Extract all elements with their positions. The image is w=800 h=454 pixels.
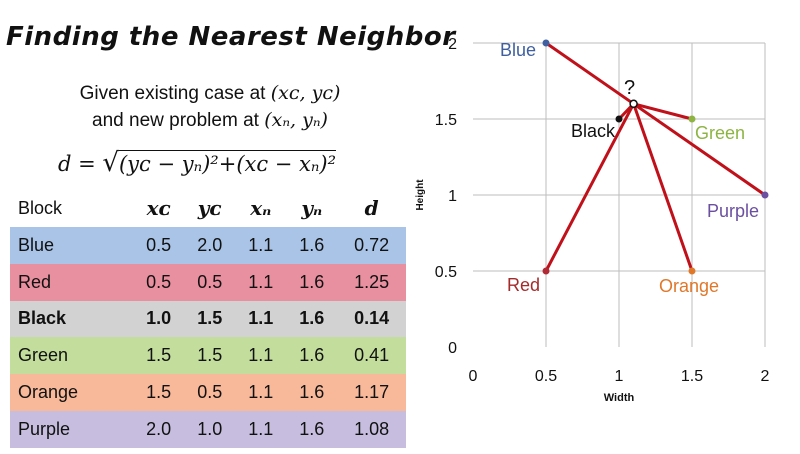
given-line-1-math: (xᴄ, yᴄ) bbox=[270, 82, 341, 104]
header-yn: yₙ bbox=[301, 196, 323, 221]
point-orange bbox=[688, 267, 696, 275]
cell-block: Green bbox=[18, 345, 69, 366]
cell-xn: 1.1 bbox=[248, 271, 274, 292]
table-row: Blue 0.5 2.0 1.1 1.6 0.72 bbox=[10, 226, 406, 264]
point-label-black: Black bbox=[571, 121, 616, 141]
cell-xn: 1.1 bbox=[248, 234, 274, 255]
slide-title: Finding the Nearest Neighbor bbox=[6, 22, 456, 52]
cell-xc: 1.5 bbox=[146, 382, 172, 403]
point-label-blue: Blue bbox=[500, 40, 536, 60]
cell-d: 1.17 bbox=[354, 382, 390, 403]
connector-line-blue bbox=[545, 41, 635, 106]
cell-xc: 0.5 bbox=[146, 234, 172, 255]
x-tick-label: 1 bbox=[615, 368, 624, 385]
point-green bbox=[688, 115, 696, 123]
table-header-row: Block xᴄ yᴄ xₙ yₙ d bbox=[10, 190, 406, 227]
cell-block: Orange bbox=[18, 382, 79, 403]
cell-yc: 1.5 bbox=[197, 308, 223, 329]
cell-xn: 1.1 bbox=[248, 308, 274, 329]
cell-yc: 1.0 bbox=[197, 419, 223, 440]
table-row: Orange 1.5 0.5 1.1 1.6 1.17 bbox=[10, 374, 406, 412]
given-line-2-math: (xₙ, yₙ) bbox=[264, 109, 328, 131]
cell-xn: 1.1 bbox=[248, 419, 274, 440]
y-tick-label: 2 bbox=[448, 36, 457, 53]
header-block: Block bbox=[18, 197, 63, 218]
table-row: Red 0.5 0.5 1.1 1.6 1.25 bbox=[10, 263, 406, 301]
y-tick-label: 0 bbox=[448, 340, 457, 357]
point-label-green: Green bbox=[695, 123, 745, 143]
given-line-1: Given existing case at (xᴄ, yᴄ) bbox=[40, 80, 380, 107]
connector-line-orange bbox=[632, 103, 694, 272]
y-tick-label: 1.5 bbox=[435, 112, 457, 129]
cell-xc: 1.5 bbox=[146, 345, 172, 366]
point-blue bbox=[542, 39, 550, 47]
cell-block: Red bbox=[18, 271, 52, 292]
x-tick-label: 0.5 bbox=[535, 368, 557, 385]
header-xc: xᴄ bbox=[146, 196, 171, 221]
cell-d: 1.25 bbox=[354, 271, 390, 292]
cell-xn: 1.1 bbox=[248, 382, 274, 403]
cell-d: 0.41 bbox=[354, 345, 390, 366]
connector-line-green bbox=[633, 102, 693, 121]
point-label-purple: Purple bbox=[707, 201, 759, 221]
cell-yn: 1.6 bbox=[299, 234, 325, 255]
cell-yn: 1.6 bbox=[299, 345, 325, 366]
table-row: Purple 2.0 1.0 1.1 1.6 1.08 bbox=[10, 411, 406, 448]
header-xn: xₙ bbox=[250, 196, 272, 221]
header-d: d bbox=[364, 196, 379, 221]
point-red bbox=[542, 267, 550, 275]
cell-xc: 2.0 bbox=[146, 419, 172, 440]
cell-xc: 1.0 bbox=[146, 308, 172, 329]
formula-lhs: d = bbox=[58, 152, 103, 176]
given-line-2-text: and new problem at bbox=[92, 110, 265, 131]
given-text: Given existing case at (xᴄ, yᴄ) and new … bbox=[40, 80, 380, 134]
cell-xn: 1.1 bbox=[248, 345, 274, 366]
table-row: Green 1.5 1.5 1.1 1.6 0.41 bbox=[10, 337, 406, 375]
cell-block: Purple bbox=[18, 419, 71, 440]
point-purple bbox=[761, 191, 769, 199]
y-tick-label: 0.5 bbox=[435, 264, 457, 281]
point-label-orange: Orange bbox=[659, 276, 719, 296]
cell-yn: 1.6 bbox=[299, 419, 325, 440]
connector-line-purple bbox=[632, 102, 766, 197]
query-label: ? bbox=[624, 77, 635, 99]
x-axis-label: Width bbox=[604, 392, 635, 404]
given-line-2: and new problem at (xₙ, yₙ) bbox=[40, 107, 380, 134]
cell-d: 0.72 bbox=[354, 234, 390, 255]
given-line-1-text: Given existing case at bbox=[79, 83, 271, 104]
x-tick-label: 1.5 bbox=[681, 368, 703, 385]
distance-table-container: Block xᴄ yᴄ xₙ yₙ d Blue 0.5 2.0 1.1 1.6 0.72… bbox=[10, 190, 406, 448]
connector-line-red bbox=[544, 103, 635, 272]
x-tick-label: 0 bbox=[469, 368, 478, 385]
x-tick-label: 2 bbox=[761, 368, 770, 385]
cell-yc: 2.0 bbox=[197, 234, 223, 255]
cell-block: Blue bbox=[18, 234, 55, 255]
sqrt-symbol: √ bbox=[102, 148, 119, 178]
cell-yc: 1.5 bbox=[197, 345, 223, 366]
distance-table: Block xᴄ yᴄ xₙ yₙ d Blue 0.5 2.0 1.1 1.6 0.72… bbox=[10, 190, 406, 448]
header-yc: yᴄ bbox=[197, 196, 222, 221]
nearest-neighbor-chart: 0 0.5 1 1.5 2 0 0.5 1 1.5 2 Width Height? Blue Black G… bbox=[415, 36, 770, 404]
table-row: Black 1.0 1.5 1.1 1.6 0.14 bbox=[10, 300, 406, 338]
point-label-red: Red bbox=[507, 275, 540, 295]
table-body: Blue 0.5 2.0 1.1 1.6 0.72 Red 0.5 0.5 1.1 1.6 1.25 B… bbox=[10, 226, 406, 448]
query-point bbox=[629, 99, 638, 109]
cell-yn: 1.6 bbox=[299, 308, 325, 329]
y-axis-label: Height bbox=[415, 179, 426, 211]
formula-radicand: (yᴄ − yₙ)²+(xᴄ − xₙ)² bbox=[118, 150, 337, 176]
cell-yc: 0.5 bbox=[197, 271, 223, 292]
cell-xc: 0.5 bbox=[146, 271, 172, 292]
cell-yn: 1.6 bbox=[299, 382, 325, 403]
cell-d: 1.08 bbox=[354, 419, 390, 440]
cell-yn: 1.6 bbox=[299, 271, 325, 292]
distance-formula: d = √(yᴄ − yₙ)²+(xᴄ − xₙ)² bbox=[58, 148, 378, 178]
cell-d: 0.14 bbox=[354, 308, 390, 329]
y-tick-label: 1 bbox=[448, 188, 457, 205]
point-black bbox=[615, 115, 623, 123]
cell-block: Black bbox=[18, 308, 67, 329]
cell-yc: 0.5 bbox=[197, 382, 223, 403]
